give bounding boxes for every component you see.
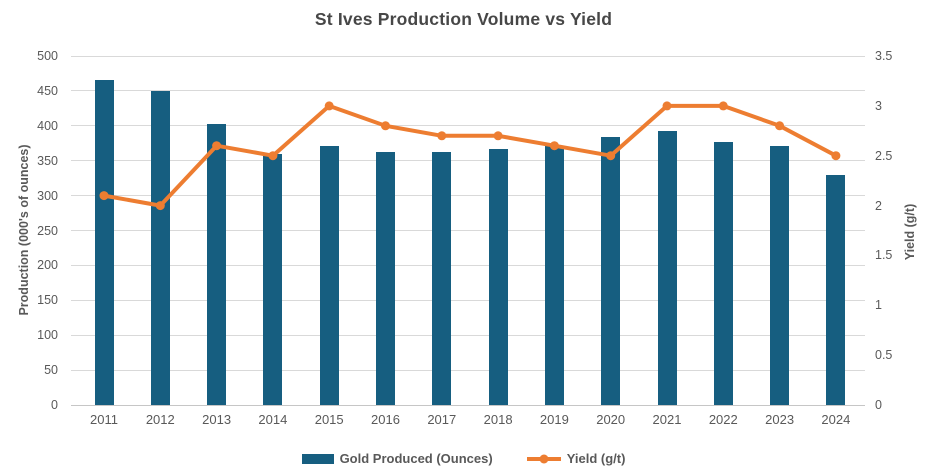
legend-label-yield: Yield (g/t) (566, 451, 626, 466)
bar-2021 (657, 131, 677, 405)
x-axis-label-2021: 2021 (652, 412, 682, 427)
x-axis-label-2016: 2016 (371, 412, 400, 427)
right-axis-tick-label: 2.5 (875, 148, 893, 163)
gridline (71, 125, 865, 127)
bar-series-swatch-icon (301, 453, 334, 464)
line-marker-dot-icon (539, 454, 549, 463)
x-axis-label-2015: 2015 (314, 412, 344, 427)
bar-2018 (488, 148, 508, 405)
x-axis-label-2012: 2012 (145, 412, 175, 427)
bar-2016 (376, 151, 395, 405)
bar-2017 (432, 152, 452, 405)
legend-item-yield: Yield (g/t) (526, 451, 626, 466)
right-axis-tick-label: 1 (875, 298, 882, 313)
left-axis-tick-label: 0 (51, 398, 58, 412)
yield-point-2018 (493, 131, 503, 141)
x-axis-label-2022: 2022 (708, 412, 738, 427)
bar-2012 (150, 90, 170, 405)
gridline (71, 90, 865, 92)
x-axis-label-2018: 2018 (483, 412, 513, 427)
right-axis-tick-label: 3.5 (875, 49, 893, 63)
right-axis-tick-label: 0 (875, 398, 882, 412)
left-axis-tick-label: 150 (37, 293, 58, 308)
x-axis-baseline (71, 404, 865, 406)
yield-point-2022 (718, 101, 728, 111)
right-axis-tick-label: 3 (875, 98, 882, 113)
right-axis-tick-label: 1.5 (875, 248, 893, 263)
right-axis-tick-label: 2 (875, 198, 882, 213)
bar-2013 (207, 123, 227, 405)
gridline (71, 55, 865, 57)
x-axis-label-2013: 2013 (202, 412, 232, 427)
gridline (71, 160, 865, 162)
gridline (71, 230, 865, 231)
right-axis-tick-label: 0.5 (875, 348, 893, 363)
line-series-swatch-icon (526, 454, 561, 463)
gridline (71, 369, 865, 371)
left-axis-tick-label: 450 (37, 83, 58, 98)
gridline (71, 299, 865, 301)
bar-2014 (263, 153, 283, 405)
bar-2024 (826, 174, 846, 405)
yield-point-2024 (831, 151, 841, 161)
bar-2019 (544, 146, 564, 405)
left-axis-tick-label: 500 (37, 49, 58, 63)
left-axis-tick-label: 250 (37, 223, 58, 238)
x-axis-label-2011: 2011 (90, 412, 118, 427)
bar-2023 (770, 146, 790, 405)
left-axis-tick-label: 350 (37, 153, 58, 168)
x-axis-label-2023: 2023 (765, 412, 795, 427)
x-axis-label-2024: 2024 (821, 412, 851, 427)
bar-2022 (713, 141, 733, 405)
gridline (71, 334, 865, 336)
yield-point-2015 (324, 101, 334, 111)
x-axis-label-2014: 2014 (258, 412, 288, 427)
x-axis-label-2017: 2017 (427, 412, 457, 427)
legend-label-gold-produced: Gold Produced (Ounces) (339, 451, 493, 466)
left-axis-tick-label: 400 (37, 118, 58, 133)
left-axis-tick-label: 100 (37, 328, 58, 343)
x-axis-label-2020: 2020 (596, 412, 626, 427)
x-axis-label-2019: 2019 (539, 412, 569, 427)
left-axis-tick-label: 300 (37, 188, 58, 203)
left-axis-tick-label: 50 (44, 363, 58, 378)
gridline (71, 264, 865, 266)
legend: Gold Produced (Ounces) Yield (g/t) (0, 451, 927, 466)
left-axis-tick-label: 200 (37, 258, 58, 273)
chart-title: St Ives Production Volume vs Yield (314, 9, 613, 29)
yield-point-2017 (437, 131, 447, 141)
legend-item-gold-produced: Gold Produced (Ounces) (301, 451, 493, 466)
bar-2011 (94, 80, 114, 405)
yield-point-2021 (662, 101, 672, 111)
bar-2020 (601, 136, 621, 405)
gridline (71, 195, 865, 197)
bar-2015 (319, 146, 339, 405)
